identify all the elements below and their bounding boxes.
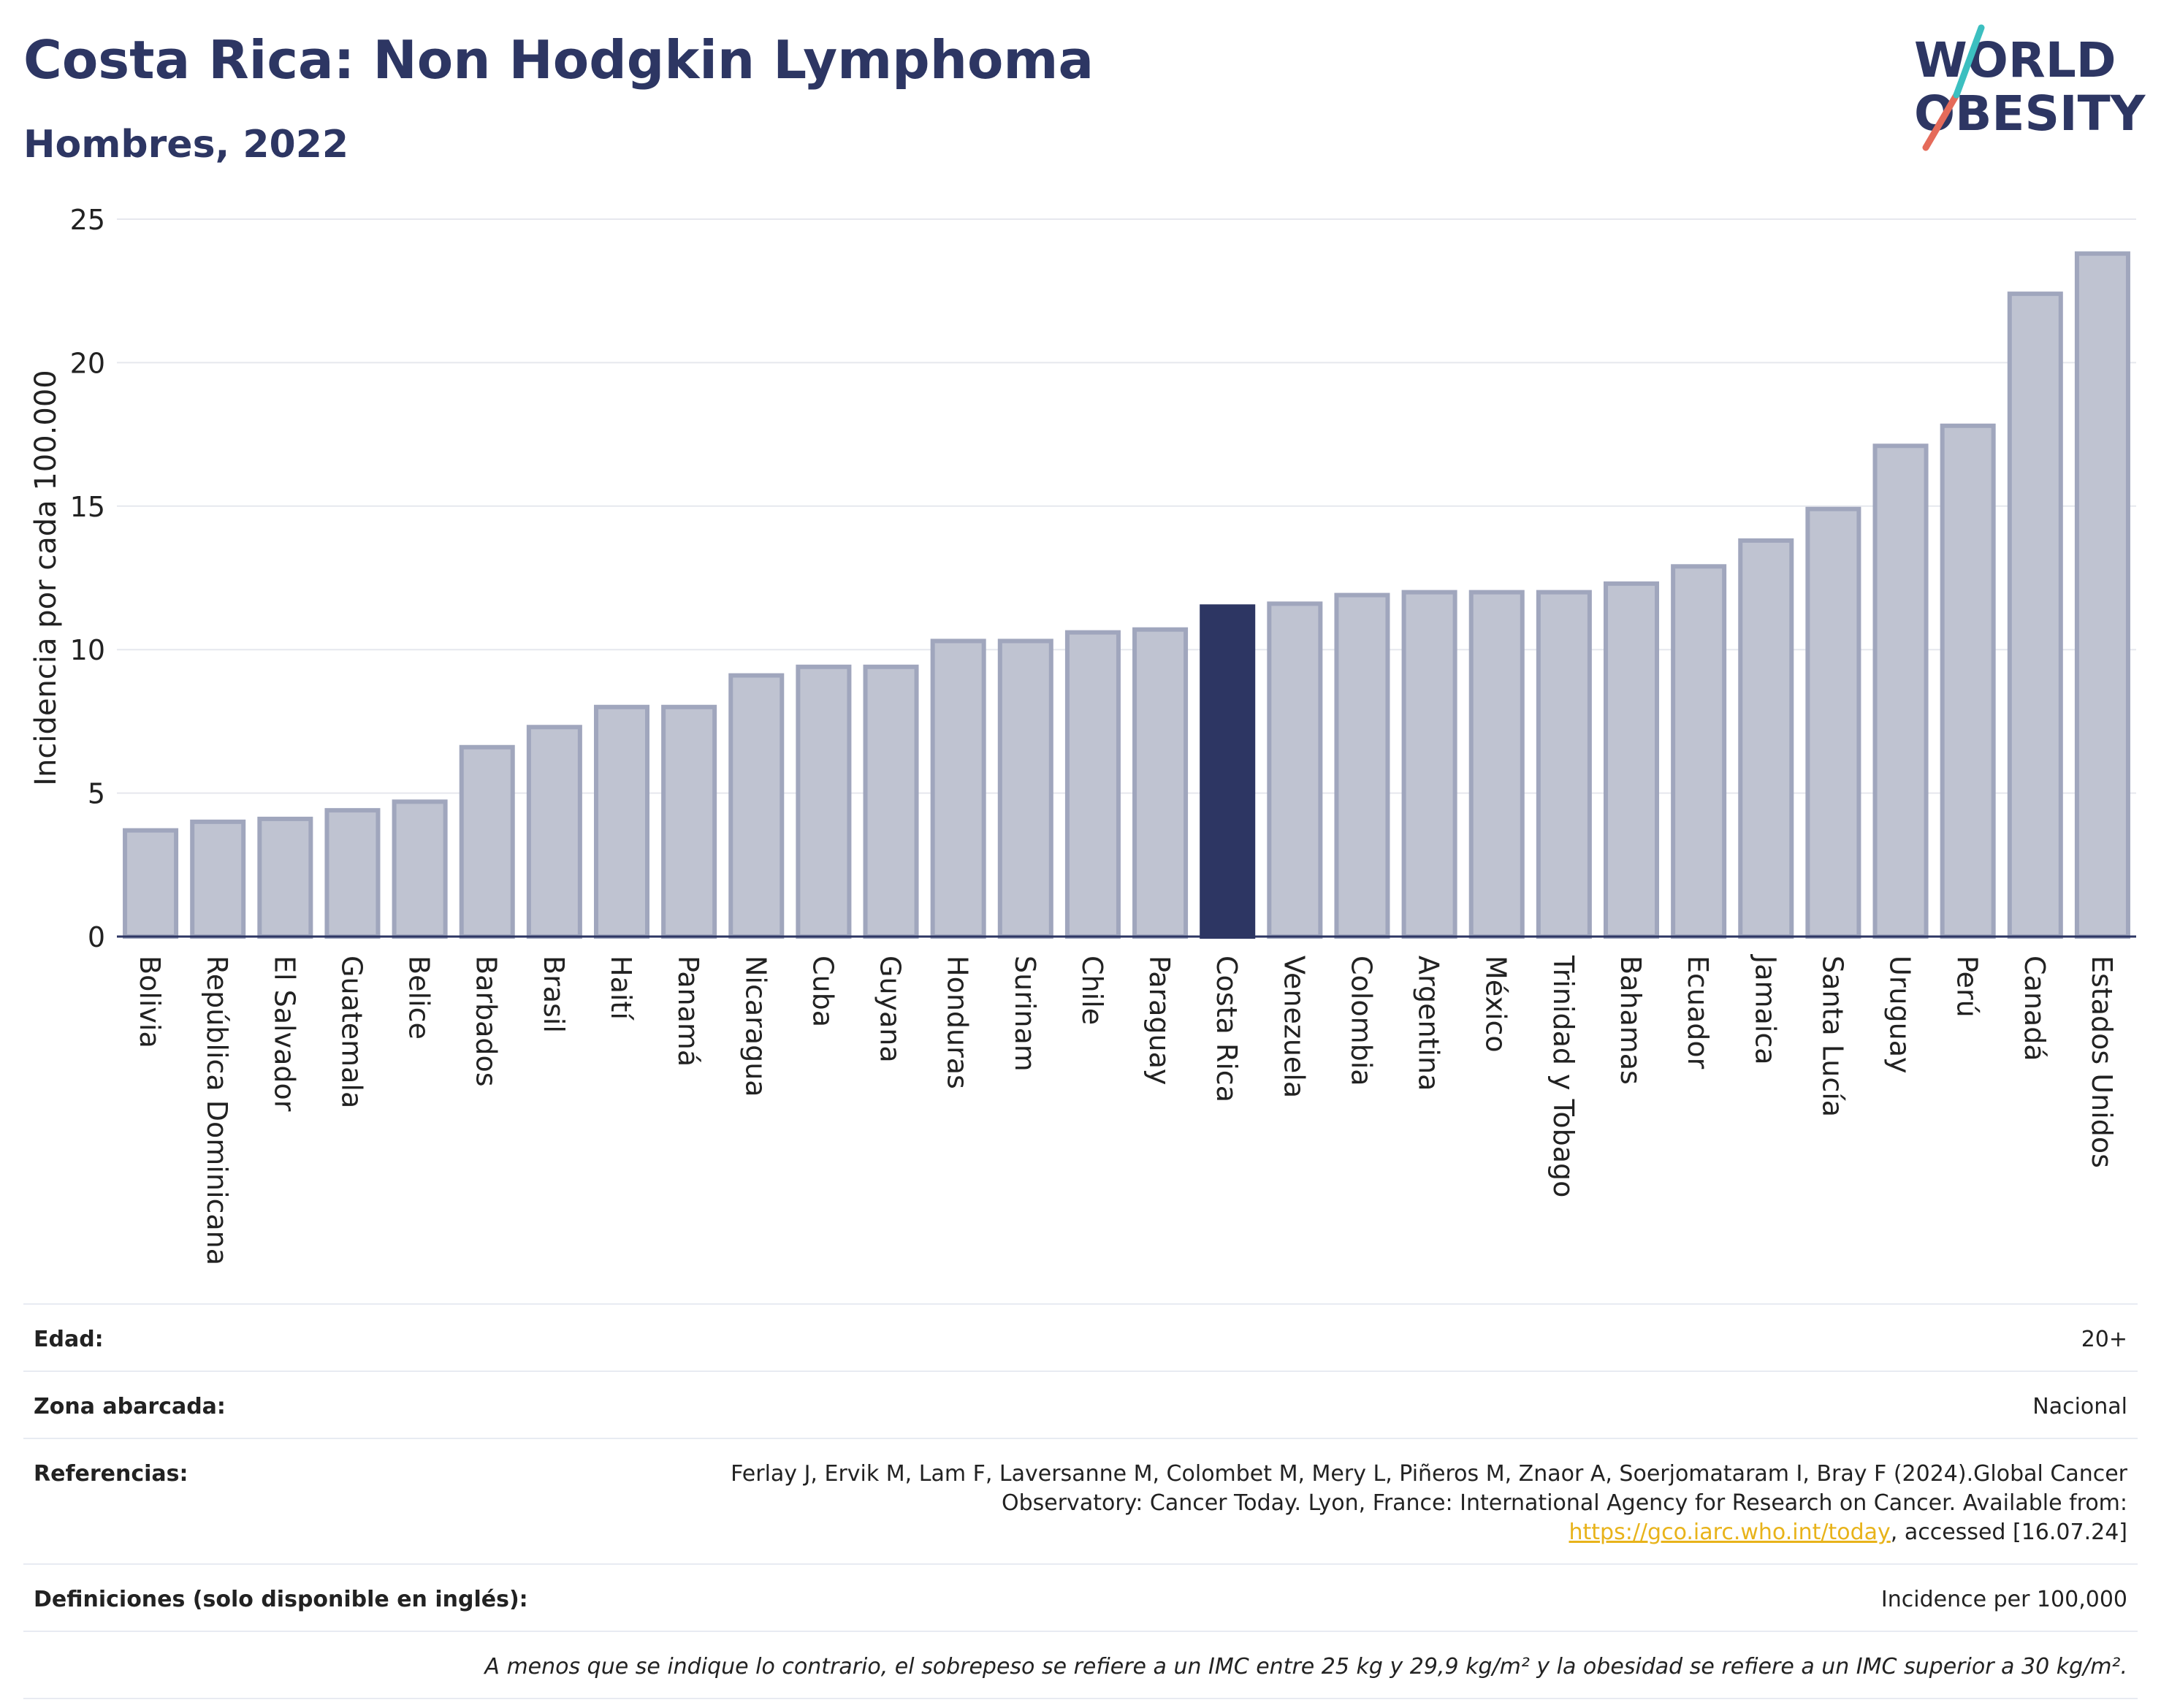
- y-tick-label: 15: [70, 491, 105, 523]
- bar-santa-lucía: [1805, 506, 1861, 939]
- x-tick-label: Barbados: [470, 956, 503, 1087]
- x-tick-label: Bolivia: [134, 956, 166, 1048]
- bar-méxico: [1468, 590, 1525, 939]
- bar-paraguay: [1132, 627, 1189, 939]
- bar-bolivia: [123, 828, 179, 939]
- age-label: Edad:: [34, 1327, 104, 1352]
- page-subtitle: Hombres, 2022: [23, 123, 349, 167]
- bar-nicaragua: [728, 673, 785, 939]
- x-tick-label: México: [1480, 956, 1512, 1053]
- footnote-text: A menos que se indique lo contrario, el …: [484, 1654, 2127, 1680]
- info-row-references: Referencias: Ferlay J, Ervik M, Lam F, L…: [23, 1438, 2138, 1563]
- x-tick-label: Paraguay: [1143, 956, 1175, 1085]
- y-tick-labels: 0 5 10 15 20 25: [70, 204, 105, 953]
- x-tick-label: Honduras: [942, 956, 974, 1089]
- bar-chile: [1064, 630, 1121, 939]
- bar-surinam: [997, 638, 1053, 939]
- info-row-zone: Zona abarcada: Nacional: [23, 1370, 2138, 1438]
- y-tick-label: 0: [88, 921, 105, 953]
- bar-venezuela: [1267, 601, 1323, 939]
- references-label: Referencias:: [34, 1461, 188, 1487]
- x-tick-label: República Dominicana: [201, 956, 233, 1265]
- x-tick-label: Costa Rica: [1211, 956, 1243, 1102]
- x-tick-label: Venezuela: [1278, 956, 1310, 1098]
- bar-panamá: [661, 704, 717, 939]
- x-tick-label: Ecuador: [1682, 956, 1714, 1070]
- bar-costa-rica: [1200, 604, 1256, 939]
- definitions-label: Definiciones (solo disponible en inglés)…: [34, 1587, 528, 1612]
- logo-slash-red: [1922, 91, 1960, 151]
- x-tick-label: Cuba: [807, 956, 839, 1027]
- x-tick-label: Belice: [403, 956, 435, 1040]
- x-tick-label: Estados Unidos: [2086, 956, 2118, 1168]
- bar-trinidad-y-tobago: [1536, 590, 1592, 939]
- x-tick-label: Santa Lucía: [1816, 956, 1848, 1117]
- bar-argentina: [1401, 590, 1457, 939]
- x-tick-label: Uruguay: [1884, 956, 1916, 1074]
- world-obesity-logo: WORLD OBESITY: [1914, 24, 2146, 151]
- info-table: Edad: 20+ Zona abarcada: Nacional Refere…: [23, 1303, 2138, 1699]
- references-value: Ferlay J, Ervik M, Lam F, Laversanne M, …: [666, 1460, 2127, 1547]
- x-tick-label: Brasil: [538, 956, 570, 1033]
- x-tick-labels: Bolivia República Dominicana El Salvador Gu…: [134, 954, 2118, 1265]
- age-value: 20+: [2081, 1327, 2127, 1352]
- x-tick-label: El Salvador: [268, 956, 300, 1112]
- bar-canadá: [2007, 291, 2063, 939]
- bar-ecuador: [1671, 564, 1727, 939]
- x-tick-label: Guyana: [874, 956, 907, 1063]
- x-tick-label: Nicaragua: [739, 956, 771, 1097]
- bar-guatemala: [324, 808, 381, 939]
- references-tail: , accessed [16.07.24]: [1890, 1520, 2127, 1545]
- bar-guyana: [863, 664, 919, 939]
- x-tick-label: Guatemala: [335, 956, 367, 1108]
- bar-honduras: [930, 638, 986, 939]
- x-tick-label: Trinidad y Tobago: [1547, 955, 1579, 1197]
- x-tick-label: Bahamas: [1615, 956, 1647, 1085]
- bar-bahamas: [1603, 581, 1660, 939]
- info-row-definitions: Definiciones (solo disponible en inglés)…: [23, 1563, 2138, 1631]
- bar-jamaica: [1738, 538, 1794, 939]
- x-tick-label: Colombia: [1345, 956, 1377, 1086]
- bar-república-dominicana: [190, 819, 246, 939]
- info-row-footnote: A menos que se indique lo contrario, el …: [23, 1631, 2138, 1699]
- zone-value: Nacional: [2032, 1394, 2127, 1419]
- x-tick-label: Jamaica: [1749, 954, 1781, 1065]
- definitions-value: Incidence per 100,000: [1880, 1587, 2127, 1612]
- logo-line1: WORLD: [1914, 32, 2116, 88]
- bar-belice: [392, 799, 448, 939]
- page-title: Costa Rica: Non Hodgkin Lymphoma: [23, 29, 1094, 91]
- x-tick-label: Canadá: [2019, 956, 2051, 1061]
- bar-estados-unidos: [2074, 251, 2130, 939]
- info-row-age: Edad: 20+: [23, 1303, 2138, 1370]
- y-tick-label: 20: [70, 347, 105, 379]
- references-text: Ferlay J, Ervik M, Lam F, Laversanne M, …: [731, 1461, 2127, 1516]
- bar-brasil: [526, 725, 582, 939]
- bar-barbados: [459, 744, 515, 939]
- y-tick-label: 25: [70, 204, 105, 236]
- x-tick-label: Argentina: [1413, 956, 1445, 1091]
- x-tick-label: Panamá: [672, 956, 704, 1067]
- x-tick-label: Surinam: [1009, 956, 1041, 1072]
- logo-slash-teal: [1953, 24, 1985, 99]
- bar-uruguay: [1872, 443, 1929, 939]
- y-tick-label: 5: [88, 778, 105, 810]
- bars: [123, 251, 2130, 939]
- grid-lines: [117, 218, 2136, 794]
- x-tick-label: Haití: [605, 956, 637, 1021]
- x-tick-label: Perú: [1951, 956, 1983, 1018]
- zone-label: Zona abarcada:: [34, 1394, 226, 1419]
- bar-colombia: [1334, 592, 1390, 939]
- bar-chart: 0 5 10 15 20 25 Bolivia República Dominicana El…: [29, 204, 2136, 1265]
- y-axis-label: Incidencia por cada 100.000: [29, 370, 63, 786]
- bar-el-salvador: [257, 816, 313, 939]
- x-tick-label: Chile: [1076, 956, 1108, 1025]
- bar-perú: [1940, 423, 1996, 939]
- bar-haití: [593, 704, 650, 939]
- y-tick-label: 10: [70, 634, 105, 666]
- references-link[interactable]: https://gco.iarc.who.int/today: [1569, 1520, 1891, 1545]
- bar-cuba: [796, 664, 852, 939]
